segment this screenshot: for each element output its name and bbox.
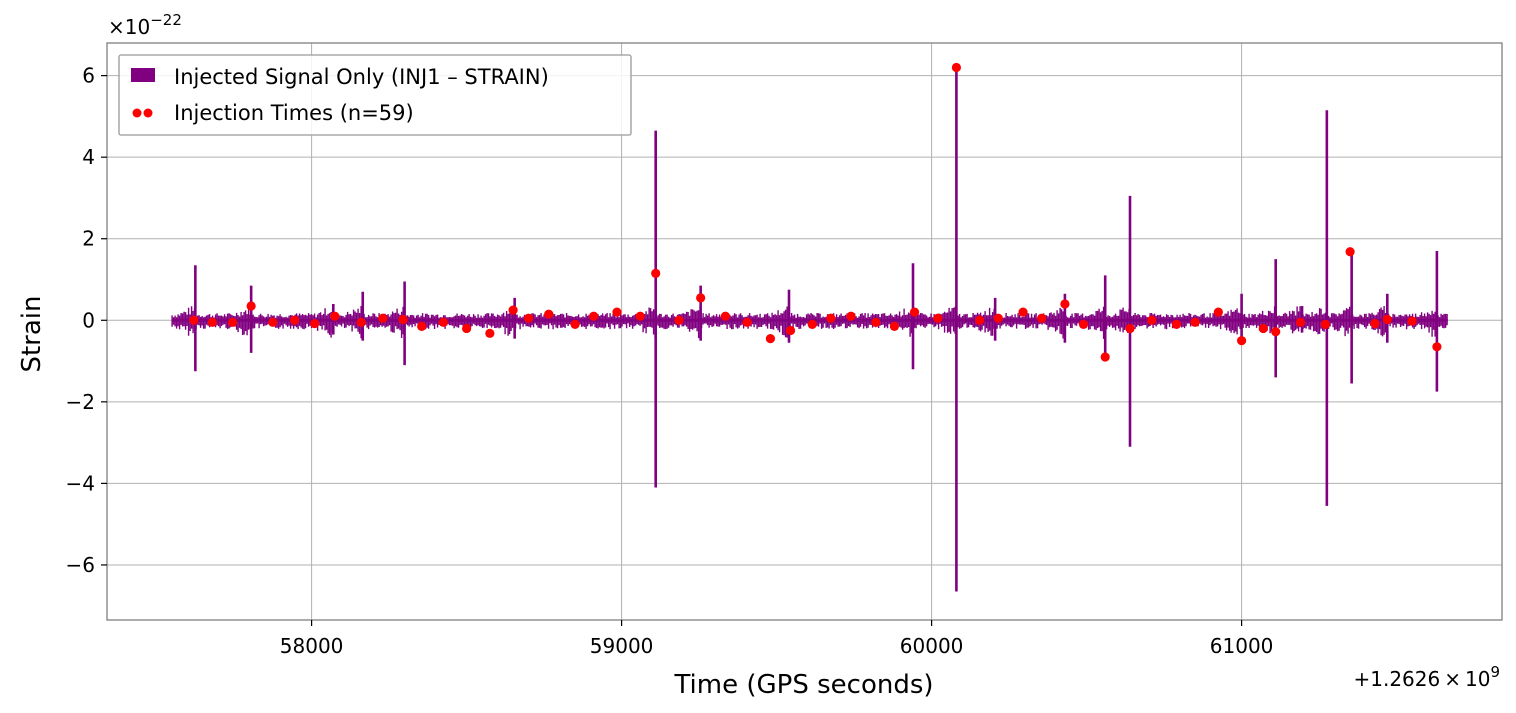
injection-point: [1382, 314, 1392, 325]
injection-point: [1237, 336, 1247, 346]
injection-point: [544, 309, 554, 319]
legend-marker-left: [132, 108, 142, 118]
injection-point: [785, 325, 796, 336]
injection-point: [933, 313, 943, 323]
y-tick-label: −2: [66, 390, 95, 414]
y-tick-label: 6: [82, 64, 95, 88]
injection-point: [417, 321, 427, 332]
injection-point: [1060, 299, 1070, 309]
axis-ticks: 58000 59000 60000 61000 −6 −4 −2 0 2 4 6: [66, 64, 1274, 658]
y-tick-label: 4: [82, 145, 95, 169]
injection-point: [826, 313, 836, 323]
injection-point: [1407, 316, 1417, 326]
injection-point: [1147, 315, 1157, 325]
y-axis-label: Strain: [17, 295, 47, 372]
injection-point: [1018, 307, 1028, 317]
injection-point: [330, 311, 340, 321]
injection-point: [1295, 317, 1306, 327]
injection-point: [612, 307, 622, 317]
injection-point: [356, 317, 366, 327]
legend-frame: [118, 54, 632, 136]
injection-point: [289, 315, 300, 325]
injection-point: [765, 334, 776, 344]
legend-swatch-signal: [131, 68, 155, 82]
injection-point: [246, 301, 256, 311]
injection-point: [310, 318, 320, 329]
injection-point: [975, 315, 985, 325]
injection-point: [570, 319, 580, 329]
injection-point: [1125, 323, 1135, 334]
injection-point: [720, 311, 731, 321]
y-tick-label: −4: [66, 471, 95, 495]
injection-point: [1320, 319, 1330, 329]
injection-point: [1100, 352, 1110, 362]
injection-point: [1432, 342, 1442, 352]
injection-point: [951, 62, 962, 73]
injection-point: [1037, 313, 1047, 323]
injection-point: [462, 323, 472, 334]
injection-point: [398, 314, 408, 325]
injection-point: [1213, 307, 1223, 317]
injection-point: [378, 313, 388, 323]
injection-point: [189, 315, 199, 325]
injection-point: [651, 268, 661, 278]
x-tick-label: 60000: [900, 634, 964, 658]
legend: Injected Signal Only (INJ1 – STRAIN) Inj…: [118, 54, 632, 136]
injection-point: [1370, 318, 1380, 329]
injection-point: [524, 313, 534, 323]
injection-point: [1271, 327, 1281, 337]
y-tick-label: 0: [82, 308, 95, 332]
injection-point: [909, 307, 920, 317]
injection-point: [485, 328, 495, 338]
injection-point: [207, 317, 217, 327]
legend-marker-right: [143, 108, 153, 118]
y-tick-label: −6: [66, 553, 95, 577]
injection-point: [508, 305, 518, 315]
injection-point: [807, 319, 817, 329]
injection-markers: [189, 62, 1442, 362]
y-tick-label: 2: [82, 227, 95, 251]
injection-point: [846, 311, 856, 321]
injection-point: [1258, 323, 1268, 334]
x-tick-label: 58000: [280, 634, 344, 658]
plot-frame: [106, 42, 1503, 621]
injection-point: [438, 317, 448, 327]
injection-point: [1345, 247, 1355, 257]
injection-point: [1078, 319, 1089, 329]
injection-point: [889, 321, 900, 332]
legend-label-markers: Injection Times (n=59): [174, 101, 414, 125]
injection-point: [674, 315, 684, 325]
injection-point: [993, 313, 1003, 323]
x-axis-label: Time (GPS seconds): [673, 670, 933, 700]
injection-point: [1190, 317, 1200, 327]
injection-point: [635, 311, 645, 321]
injection-point: [589, 311, 599, 321]
injection-point: [227, 317, 238, 327]
injection-point: [268, 317, 278, 327]
x-offset-label: +1.2626 × 109: [1353, 663, 1500, 691]
legend-label-signal: Injected Signal Only (INJ1 – STRAIN): [174, 65, 549, 89]
x-tick-label: 61000: [1210, 634, 1274, 658]
injection-point: [871, 317, 881, 327]
y-scale-label: ×10−22: [108, 11, 182, 39]
x-tick-label: 59000: [590, 634, 654, 658]
signal-series: [171, 69, 1448, 592]
injection-point: [696, 293, 706, 303]
injection-point: [1171, 319, 1182, 329]
injection-point: [742, 317, 752, 327]
